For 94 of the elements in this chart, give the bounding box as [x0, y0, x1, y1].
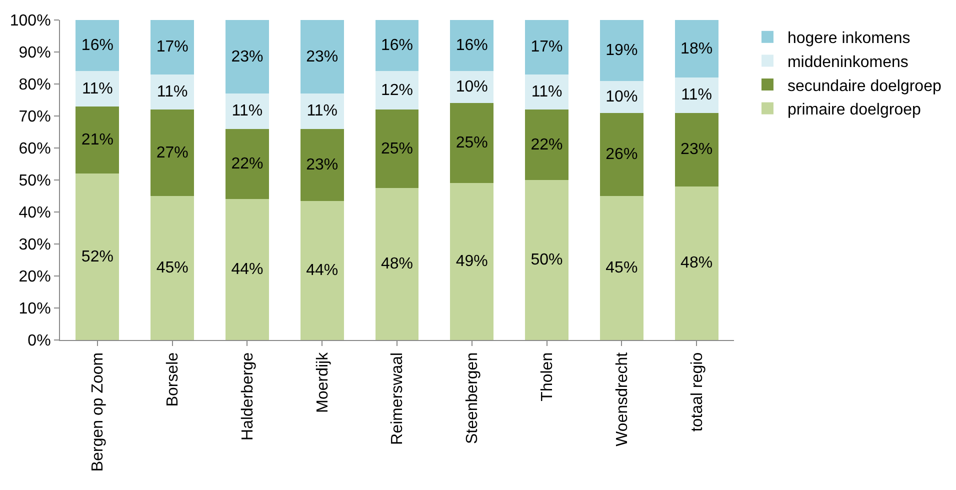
y-tick-label: 40%	[18, 204, 51, 222]
data-label: 22%	[231, 156, 264, 172]
bar	[76, 106, 120, 174]
data-label: 11%	[232, 102, 263, 120]
bar	[525, 74, 568, 110]
data-label: 44%	[231, 261, 264, 278]
data-label: 26%	[606, 146, 638, 163]
bar	[525, 20, 568, 74]
bar	[300, 20, 344, 94]
legend-label: hogere inkomens	[787, 30, 910, 48]
x-tick-label: Moerdijk	[314, 351, 332, 413]
data-label: 25%	[456, 134, 488, 152]
x-tick-label: Bergen op Zoom	[90, 352, 107, 472]
bar	[76, 20, 120, 72]
bar	[300, 200, 344, 340]
data-label: 22%	[530, 136, 563, 154]
bar	[226, 94, 269, 129]
data-label: 48%	[680, 254, 713, 272]
y-tick-label: 90%	[18, 44, 51, 62]
bar	[226, 128, 269, 200]
bar	[525, 110, 568, 180]
data-label: 18%	[680, 40, 713, 58]
data-label: 16%	[380, 37, 414, 54]
bar	[375, 71, 419, 110]
x-tick-label: Woensdrecht	[614, 352, 631, 446]
bar	[674, 112, 718, 186]
y-tick-label: 0%	[28, 332, 51, 350]
data-label: 23%	[231, 48, 264, 66]
bar	[76, 174, 120, 340]
y-tick-label: 100%	[10, 12, 51, 30]
data-label: 11%	[531, 84, 562, 100]
data-label: 23%	[306, 156, 338, 174]
bar	[674, 78, 718, 113]
legend-label: primaire doelgroep	[787, 102, 921, 119]
data-label: 50%	[530, 252, 563, 268]
data-label: 27%	[156, 144, 188, 162]
data-label: 11%	[156, 84, 188, 100]
y-tick-label: 10%	[18, 300, 51, 318]
bar	[600, 196, 644, 340]
data-label: 23%	[680, 141, 713, 158]
x-tick-label: totaal regio	[688, 352, 706, 432]
bar	[375, 188, 419, 340]
legend-label: middeninkomens	[787, 54, 908, 71]
y-tick-label: 60%	[18, 140, 51, 158]
data-label: 25%	[380, 140, 414, 158]
bar	[226, 20, 269, 94]
x-tick-label: Tholen	[538, 352, 556, 402]
data-label: 16%	[81, 37, 114, 54]
bar	[674, 186, 718, 340]
bar	[450, 183, 494, 340]
bar	[375, 20, 419, 72]
data-label: 10%	[606, 88, 638, 106]
data-label: 52%	[81, 248, 114, 266]
data-label: 10%	[456, 78, 488, 96]
data-label: 17%	[156, 38, 188, 56]
data-label: 17%	[530, 38, 563, 56]
y-tick-label: 20%	[18, 268, 51, 286]
bar	[150, 196, 194, 340]
bar	[450, 103, 494, 184]
data-label: 16%	[456, 37, 488, 54]
y-tick-label: 80%	[18, 76, 51, 94]
bar	[375, 110, 419, 188]
bar	[300, 128, 344, 201]
x-tick-label: Borsele	[164, 352, 182, 407]
bar	[600, 112, 644, 196]
x-tick-label: Halderberge	[239, 352, 256, 440]
data-label: 49%	[456, 253, 488, 270]
data-label: 11%	[306, 102, 338, 120]
data-label: 48%	[380, 256, 414, 272]
data-label: 11%	[82, 80, 113, 98]
y-tick-label: 30%	[18, 236, 51, 254]
bar	[226, 199, 269, 340]
bar	[600, 20, 644, 81]
bar	[150, 110, 194, 196]
data-label: 12%	[380, 82, 414, 99]
bar	[150, 20, 194, 74]
data-label: 21%	[81, 132, 114, 148]
data-label: 45%	[156, 260, 188, 276]
x-tick-label: Steenbergen	[464, 352, 482, 444]
bar	[300, 94, 344, 129]
bar	[76, 71, 120, 106]
bar	[674, 20, 718, 78]
x-tick-label: Reimerswaal	[389, 352, 406, 445]
y-tick-label: 70%	[18, 108, 51, 126]
data-label: 19%	[606, 42, 638, 59]
legend-label: secundaire doelgroep	[787, 78, 942, 95]
data-label: 45%	[606, 260, 638, 276]
data-label: 23%	[306, 48, 338, 66]
data-label: 11%	[681, 86, 712, 104]
y-tick-label: 50%	[18, 172, 51, 190]
data-label: 44%	[306, 262, 338, 279]
bar	[525, 180, 568, 340]
bar	[450, 20, 494, 72]
bar	[150, 74, 194, 110]
